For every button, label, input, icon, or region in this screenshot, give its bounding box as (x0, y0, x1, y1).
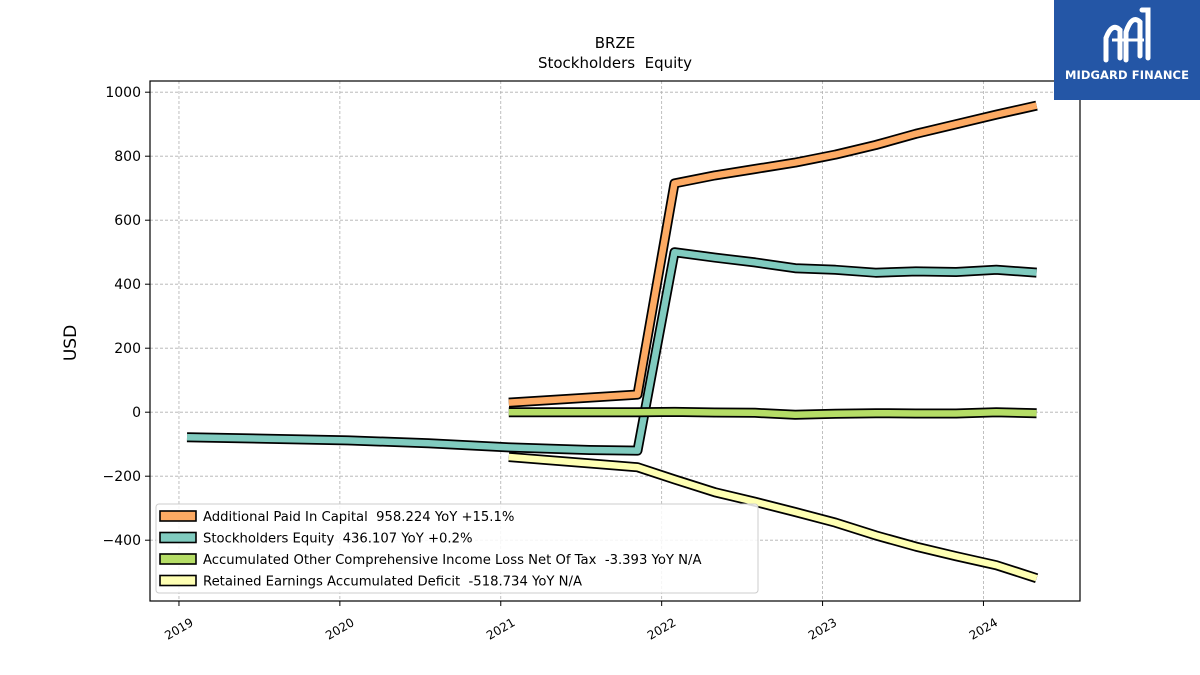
x-tick-label: 2023 (806, 615, 839, 642)
series-line-outline (186, 247, 1037, 456)
series-line (508, 408, 1037, 419)
chart-title: BRZE (595, 34, 635, 52)
plot-frame (149, 80, 1081, 602)
series-line (508, 102, 1038, 406)
legend-swatch (159, 531, 197, 544)
y-tick-label: −200 (103, 469, 141, 485)
x-axis: 2019 2020 2021 2022 2023 2024 (162, 601, 1000, 643)
y-axis-label: USD (61, 325, 81, 361)
x-tick-label: 2020 (323, 615, 356, 642)
series-line (508, 453, 1038, 582)
legend-frame (155, 503, 759, 594)
chart-subtitle: Stockholders Equity (538, 54, 692, 72)
brand-logo: MIDGARD FINANCE (1054, 0, 1200, 100)
legend-swatch (159, 574, 197, 587)
logo-name: MIDGARD FINANCE (1064, 68, 1190, 82)
y-tick-label: 400 (114, 277, 141, 293)
y-tick-label: 600 (114, 213, 141, 229)
y-tick-label: 1000 (105, 85, 141, 101)
grid (150, 81, 1080, 601)
legend-swatch (159, 553, 197, 565)
legend-label: Additional Paid In Capital 958.224 YoY +… (203, 510, 514, 525)
y-axis: −400 −200 0 200 400 600 800 1000 (103, 85, 150, 549)
y-tick-label: 200 (114, 341, 141, 357)
legend: Additional Paid In Capital 958.224 YoY +… (155, 503, 759, 594)
legend-label: Retained Earnings Accumulated Deficit -5… (203, 575, 582, 590)
x-tick-label: 2022 (645, 615, 678, 642)
y-tick-label: −400 (103, 533, 141, 549)
legend-label: Accumulated Other Comprehensive Income L… (203, 553, 701, 568)
series-group (186, 100, 1039, 583)
x-tick-label: 2019 (162, 615, 195, 642)
y-tick-label: 800 (114, 149, 141, 165)
midgard-monogram-icon (1103, 7, 1151, 63)
legend-label: Stockholders Equity 436.107 YoY +0.2% (203, 532, 473, 547)
x-tick-label: 2021 (484, 615, 517, 642)
legend-swatch (159, 510, 197, 522)
y-tick-label: 0 (132, 405, 141, 421)
series-line-outline (508, 100, 1038, 408)
series-line (186, 248, 1037, 454)
x-tick-label: 2024 (967, 615, 1000, 642)
